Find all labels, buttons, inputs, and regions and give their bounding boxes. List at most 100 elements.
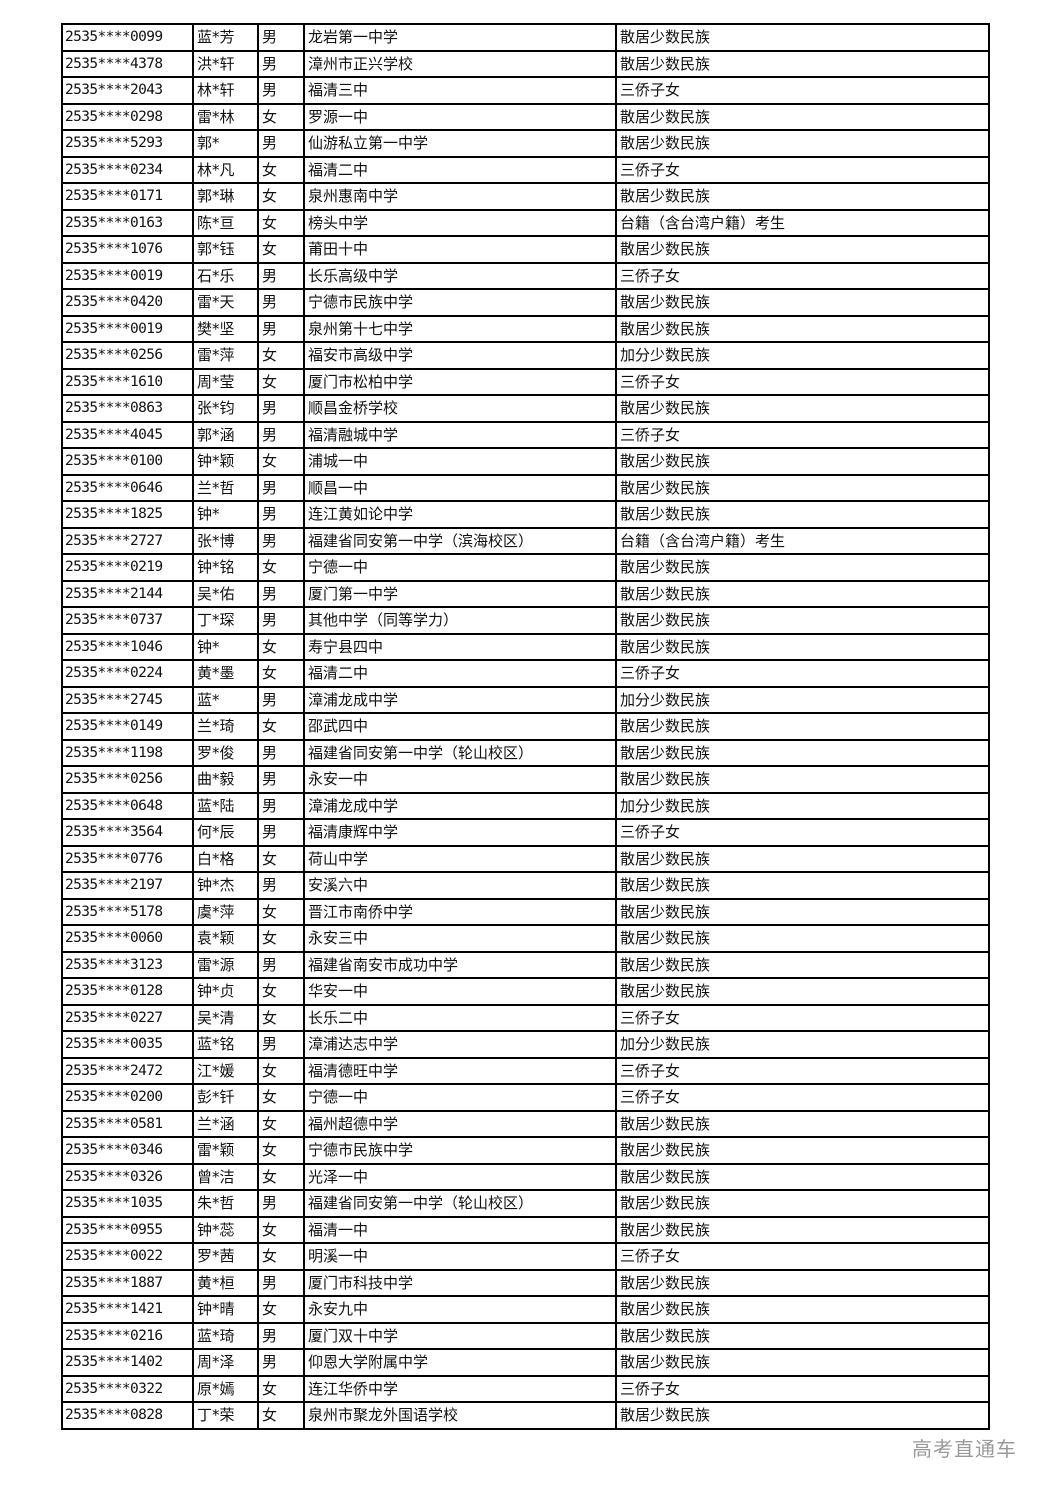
name-cell: 黄*墨: [192, 659, 259, 688]
name-cell: 何*辰: [192, 818, 259, 847]
gender-cell: 女: [257, 632, 305, 661]
school-cell: 榜头中学: [303, 208, 617, 237]
name-cell: 江*媛: [192, 1056, 259, 1085]
table-row: 2535****1402 周*泽男仰恩大学附属中学 散居少数民族: [61, 1348, 990, 1377]
category-cell: 三侨子女: [615, 1374, 990, 1403]
table-row: 2535****1198 罗*俊男福建省同安第一中学（轮山校区） 散居少数民族: [61, 738, 990, 767]
candidate-id-cell: 2535****0420: [61, 288, 194, 317]
table-row: 2535****0234 林*凡女福清二中 三侨子女: [61, 155, 990, 184]
candidate-id-cell: 2535****3564: [61, 818, 194, 847]
candidate-id-cell: 2535****4378: [61, 49, 194, 78]
table-row: 2535****0227 吴*清女长乐二中 三侨子女: [61, 1003, 990, 1032]
school-cell: 宁德市民族中学: [303, 1136, 617, 1165]
category-cell: 散居少数民族: [615, 897, 990, 926]
school-cell: 长乐高级中学: [303, 261, 617, 290]
candidate-id-cell: 2535****0581: [61, 1109, 194, 1138]
candidate-id-cell: 2535****2144: [61, 579, 194, 608]
name-cell: 郭*钰: [192, 235, 259, 264]
name-cell: 虞*萍: [192, 897, 259, 926]
school-cell: 华安一中: [303, 977, 617, 1006]
table-row: 2535****2745 蓝* 男漳浦龙成中学 加分少数民族: [61, 685, 990, 714]
name-cell: 钟*: [192, 500, 259, 529]
category-cell: 散居少数民族: [615, 129, 990, 158]
school-cell: 厦门双十中学: [303, 1321, 617, 1350]
gender-cell: 女: [257, 977, 305, 1006]
table-row: 2535****0326 曾*洁女光泽一中 散居少数民族: [61, 1162, 990, 1191]
table-row: 2535****0256 雷*萍女福安市高级中学 加分少数民族: [61, 341, 990, 370]
school-cell: 仙游私立第一中学: [303, 129, 617, 158]
gender-cell: 女: [257, 1083, 305, 1112]
candidate-id-cell: 2535****1825: [61, 500, 194, 529]
name-cell: 罗*茜: [192, 1242, 259, 1271]
candidate-id-cell: 2535****3123: [61, 950, 194, 979]
table-row: 2535****0200 彭*钎女宁德一中 三侨子女: [61, 1083, 990, 1112]
category-cell: 散居少数民族: [615, 1136, 990, 1165]
school-cell: 永安九中: [303, 1295, 617, 1324]
name-cell: 钟*贞: [192, 977, 259, 1006]
table-row: 2535****1046 钟* 女寿宁县四中 散居少数民族: [61, 632, 990, 661]
school-cell: 厦门第一中学: [303, 579, 617, 608]
candidate-id-cell: 2535****0128: [61, 977, 194, 1006]
candidate-id-cell: 2535****0200: [61, 1083, 194, 1112]
table-row: 2535****1421 钟*晴女永安九中 散居少数民族: [61, 1295, 990, 1324]
candidate-id-cell: 2535****0216: [61, 1321, 194, 1350]
candidate-id-cell: 2535****1076: [61, 235, 194, 264]
name-cell: 石*乐: [192, 261, 259, 290]
name-cell: 钟*: [192, 632, 259, 661]
school-cell: 福清融城中学: [303, 420, 617, 449]
gender-cell: 女: [257, 367, 305, 396]
name-cell: 蓝*: [192, 685, 259, 714]
gender-cell: 女: [257, 1242, 305, 1271]
category-cell: 三侨子女: [615, 1083, 990, 1112]
category-cell: 加分少数民族: [615, 791, 990, 820]
table-row: 2535****0035 蓝*铭男漳浦达志中学 加分少数民族: [61, 1030, 990, 1059]
category-cell: 散居少数民族: [615, 871, 990, 900]
category-cell: 散居少数民族: [615, 1348, 990, 1377]
category-cell: 三侨子女: [615, 420, 990, 449]
gender-cell: 男: [257, 579, 305, 608]
name-cell: 郭*: [192, 129, 259, 158]
gender-cell: 女: [257, 1162, 305, 1191]
table-row: 2535****5293 郭* 男仙游私立第一中学 散居少数民族: [61, 129, 990, 158]
candidate-id-cell: 2535****0219: [61, 553, 194, 582]
gender-cell: 女: [257, 659, 305, 688]
category-cell: 三侨子女: [615, 1003, 990, 1032]
category-cell: 散居少数民族: [615, 632, 990, 661]
school-cell: 浦城一中: [303, 447, 617, 476]
candidate-id-cell: 2535****0863: [61, 394, 194, 423]
gender-cell: 女: [257, 1136, 305, 1165]
candidate-id-cell: 2535****1421: [61, 1295, 194, 1324]
table-row: 2535****2472 江*媛女福清德旺中学 三侨子女: [61, 1056, 990, 1085]
table-row: 2535****0149 兰*琦女邵武四中 散居少数民族: [61, 712, 990, 741]
name-cell: 吴*佑: [192, 579, 259, 608]
candidate-id-cell: 2535****1198: [61, 738, 194, 767]
name-cell: 黄*桓: [192, 1268, 259, 1297]
candidate-id-cell: 2535****2043: [61, 76, 194, 105]
candidate-id-cell: 2535****0256: [61, 765, 194, 794]
category-cell: 三侨子女: [615, 818, 990, 847]
table-row: 2535****1610 周*莹女厦门市松柏中学 三侨子女: [61, 367, 990, 396]
name-cell: 原*嫣: [192, 1374, 259, 1403]
candidate-id-cell: 2535****5178: [61, 897, 194, 926]
candidate-id-cell: 2535****0060: [61, 924, 194, 953]
school-cell: 光泽一中: [303, 1162, 617, 1191]
category-cell: 加分少数民族: [615, 1030, 990, 1059]
gender-cell: 女: [257, 182, 305, 211]
name-cell: 吴*清: [192, 1003, 259, 1032]
name-cell: 周*泽: [192, 1348, 259, 1377]
category-cell: 散居少数民族: [615, 553, 990, 582]
category-cell: 散居少数民族: [615, 235, 990, 264]
school-cell: 泉州市聚龙外国语学校: [303, 1401, 617, 1430]
watermark-text: 高考直通车: [912, 1437, 1017, 1461]
table-row: 2535****2727 张*博男福建省同安第一中学（滨海校区） 台籍（含台湾户籍）…: [61, 526, 990, 555]
category-cell: 散居少数民族: [615, 924, 990, 953]
table-row: 2535****4378 洪*轩男漳州市正兴学校 散居少数民族: [61, 49, 990, 78]
gender-cell: 男: [257, 420, 305, 449]
gender-cell: 女: [257, 712, 305, 741]
name-cell: 曾*洁: [192, 1162, 259, 1191]
name-cell: 陈*亘: [192, 208, 259, 237]
candidate-id-cell: 2535****2727: [61, 526, 194, 555]
table-row: 2535****2043 林*轩男福清三中 三侨子女: [61, 76, 990, 105]
category-cell: 散居少数民族: [615, 738, 990, 767]
school-cell: 安溪六中: [303, 871, 617, 900]
